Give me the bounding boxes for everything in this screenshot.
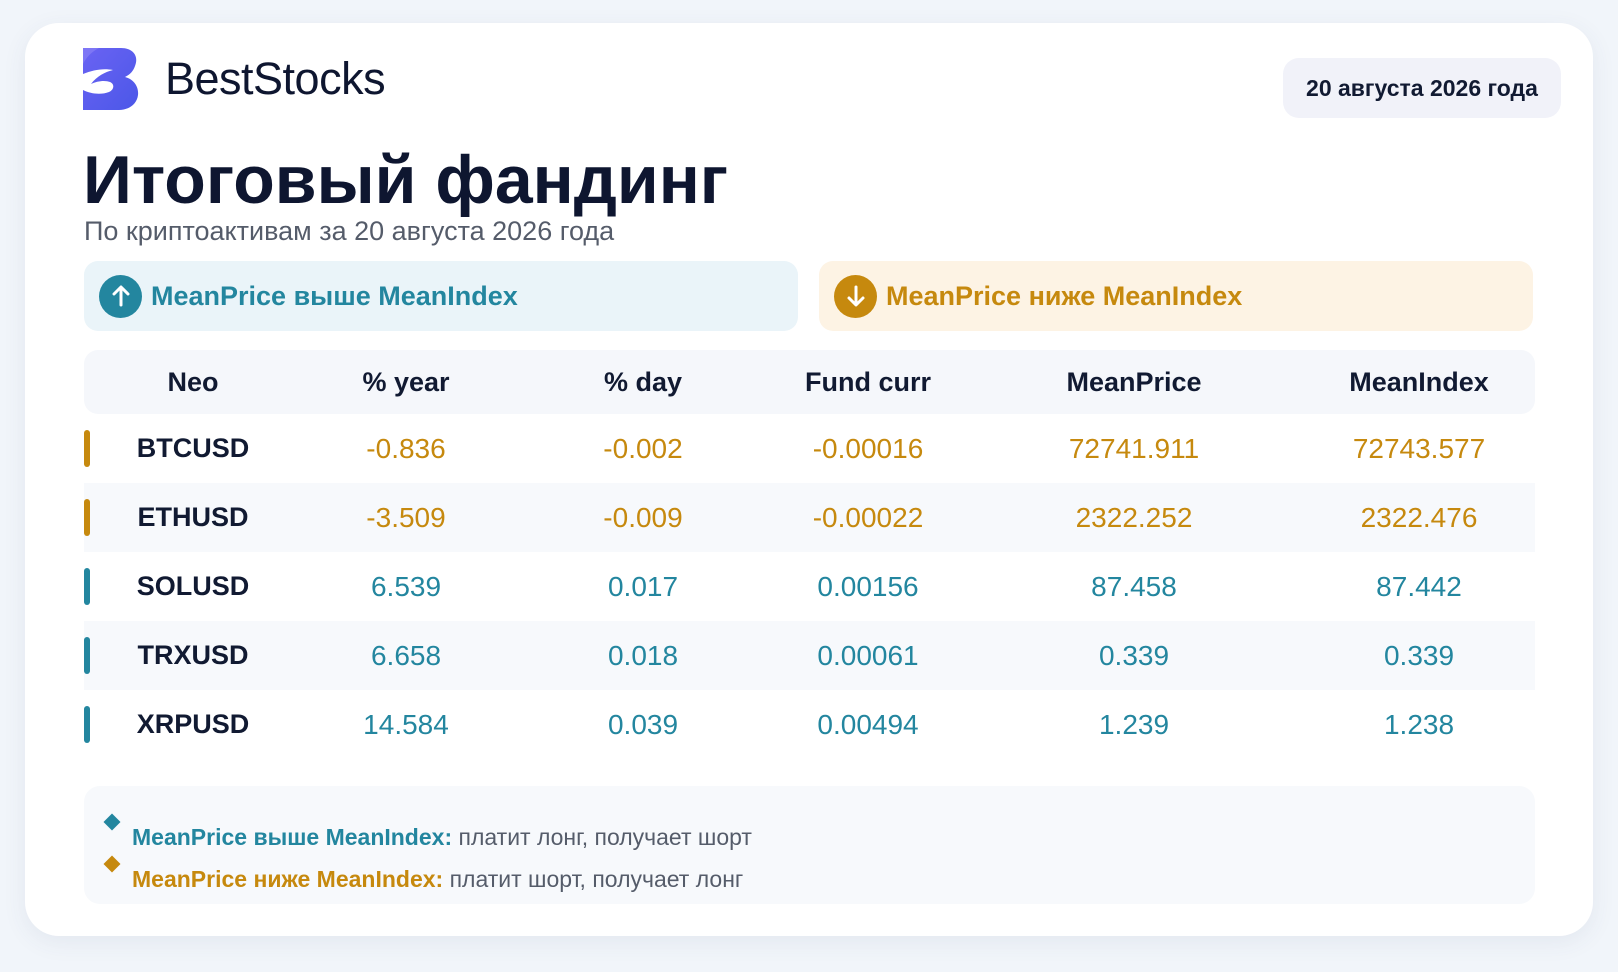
asset-name: SOLUSD bbox=[136, 571, 250, 601]
table-row: TRXUSD 6.658 0.018 0.00061 0.339 0.339 bbox=[84, 621, 1535, 690]
diamond-icon bbox=[103, 813, 121, 831]
column-header-fund-curr: Fund curr bbox=[805, 367, 931, 397]
note-up: MeanPrice выше MeanIndex: платит лонг, п… bbox=[103, 813, 752, 851]
row-trend-marker bbox=[84, 568, 90, 605]
column-header-day: % day bbox=[603, 367, 683, 397]
table-header: Neo % year % day Fund curr MeanPrice Mea… bbox=[84, 350, 1535, 414]
cell-meanindex: 0.339 bbox=[1383, 640, 1455, 671]
column-header-year: % year bbox=[362, 367, 450, 397]
legend-notes: MeanPrice выше MeanIndex: платит лонг, п… bbox=[84, 786, 1535, 904]
beststocks-logo-icon bbox=[83, 48, 139, 110]
cell-meanprice: 2322.252 bbox=[1075, 502, 1193, 533]
cell-fund-curr: 0.00494 bbox=[817, 709, 919, 740]
note-down-key: MeanPrice ниже MeanIndex: bbox=[132, 866, 444, 892]
table-row: XRPUSD 14.584 0.039 0.00494 1.239 1.238 bbox=[84, 690, 1535, 759]
cell-meanprice: 1.239 bbox=[1098, 709, 1170, 740]
table-row: ETHUSD -3.509 -0.009 -0.00022 2322.252 2… bbox=[84, 483, 1535, 552]
cell-day: -0.009 bbox=[603, 502, 683, 533]
row-trend-marker bbox=[84, 499, 90, 536]
note-down: MeanPrice ниже MeanIndex: платит шорт, п… bbox=[103, 855, 743, 893]
legend-pill-up: MeanPrice выше MeanIndex bbox=[84, 261, 798, 331]
legend-down-label: MeanPrice ниже MeanIndex bbox=[886, 280, 1243, 311]
cell-day: 0.018 bbox=[607, 640, 679, 671]
note-down-desc: платит шорт, получает лонг bbox=[443, 866, 744, 892]
funding-card bbox=[25, 23, 1593, 936]
cell-fund-curr: -0.00022 bbox=[812, 502, 924, 533]
row-trend-marker bbox=[84, 430, 90, 467]
table-row: SOLUSD 6.539 0.017 0.00156 87.458 87.442 bbox=[84, 552, 1535, 621]
note-up-text: MeanPrice выше MeanIndex: платит лонг, п… bbox=[132, 824, 752, 851]
legend-up-label: MeanPrice выше MeanIndex bbox=[151, 280, 518, 311]
asset-name: TRXUSD bbox=[137, 640, 249, 670]
note-up-desc: платит лонг, получает шорт bbox=[452, 824, 752, 850]
asset-name: ETHUSD bbox=[137, 502, 249, 532]
row-trend-marker bbox=[84, 637, 90, 674]
note-up-key: MeanPrice выше MeanIndex: bbox=[132, 824, 453, 850]
page-subtitle: По криптоактивам за 20 августа 2026 года bbox=[84, 216, 615, 246]
cell-year: -0.836 bbox=[366, 433, 446, 464]
legend-pill-down: MeanPrice ниже MeanIndex bbox=[819, 261, 1533, 331]
cell-year: 14.584 bbox=[363, 709, 449, 740]
page-title: Итоговый фандинг bbox=[83, 142, 729, 218]
asset-name: BTCUSD bbox=[136, 433, 250, 463]
column-header-meanindex: MeanIndex bbox=[1349, 367, 1489, 397]
cell-meanprice: 72741.911 bbox=[1068, 433, 1200, 464]
cell-meanindex: 87.442 bbox=[1376, 571, 1462, 602]
cell-year: -3.509 bbox=[366, 502, 446, 533]
brand: BestStocks bbox=[83, 48, 386, 110]
cell-fund-curr: -0.00016 bbox=[812, 433, 924, 464]
cell-meanprice: 0.339 bbox=[1098, 640, 1170, 671]
diamond-icon bbox=[103, 855, 121, 873]
cell-fund-curr: 0.00061 bbox=[817, 640, 919, 671]
funding-table: Neo % year % day Fund curr MeanPrice Mea… bbox=[84, 350, 1535, 759]
date-badge: 20 августа 2026 года bbox=[1283, 58, 1561, 118]
brand-name: BestStocks bbox=[165, 53, 386, 104]
cell-meanindex: 2322.476 bbox=[1360, 502, 1478, 533]
cell-meanprice: 87.458 bbox=[1091, 571, 1177, 602]
cell-meanindex: 72743.577 bbox=[1352, 433, 1486, 464]
column-header-neo: Neo bbox=[167, 367, 219, 397]
arrow-down-icon bbox=[834, 274, 877, 318]
cell-day: 0.039 bbox=[607, 709, 679, 740]
row-trend-marker bbox=[84, 706, 90, 743]
cell-year: 6.658 bbox=[370, 640, 442, 671]
cell-year: 6.539 bbox=[370, 571, 442, 602]
arrow-up-icon bbox=[99, 274, 142, 318]
table-body: BTCUSD -0.836 -0.002 -0.00016 72741.911 … bbox=[84, 414, 1535, 759]
asset-name: XRPUSD bbox=[136, 709, 250, 739]
cell-day: -0.002 bbox=[603, 433, 683, 464]
cell-fund-curr: 0.00156 bbox=[817, 571, 919, 602]
table-row: BTCUSD -0.836 -0.002 -0.00016 72741.911 … bbox=[84, 414, 1535, 483]
cell-meanindex: 1.238 bbox=[1383, 709, 1455, 740]
column-header-meanprice: MeanPrice bbox=[1066, 367, 1202, 397]
note-down-text: MeanPrice ниже MeanIndex: платит шорт, п… bbox=[132, 866, 743, 893]
cell-day: 0.017 bbox=[607, 571, 679, 602]
